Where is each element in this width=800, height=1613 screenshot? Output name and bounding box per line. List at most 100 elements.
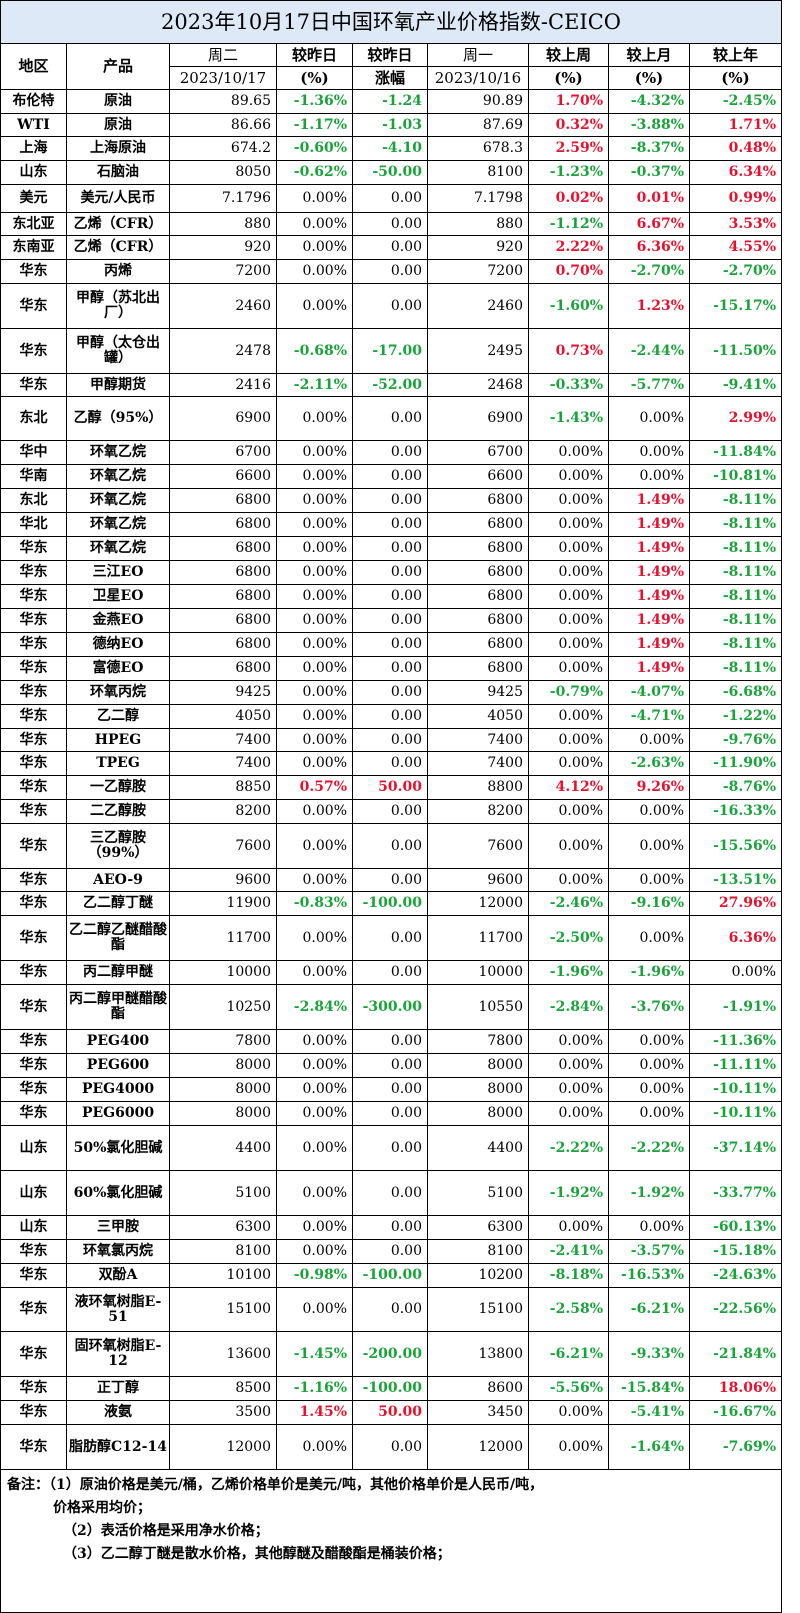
product-cell: PEG4000	[66, 1077, 170, 1102]
table-row: WTI 原油 86.66 -1.17% -1.03 87.69 0.32% -3.88% 1.7…	[0, 113, 783, 137]
daily-pct-cell: 0.00%	[276, 259, 353, 284]
tue-price-cell: 89.65	[169, 89, 277, 114]
mon-price-cell: 9425	[427, 680, 529, 705]
yearly-pct-cell: 2.99%	[688, 396, 783, 441]
yearly-pct-cell: -37.14%	[688, 1125, 783, 1171]
yearly-pct-cell: -2.70%	[688, 259, 783, 284]
tue-price-cell: 5100	[169, 1170, 277, 1216]
daily-pct-cell: -1.45%	[276, 1331, 353, 1377]
region-cell: 华东	[0, 1400, 67, 1425]
monthly-pct-cell: -1.92%	[608, 1170, 690, 1216]
weekly-pct-cell: -6.21%	[528, 1331, 609, 1377]
daily-amt-cell: 0.00	[352, 608, 428, 633]
monthly-pct-cell: -2.63%	[608, 751, 690, 776]
mon-price-cell: 8000	[427, 1101, 529, 1126]
tue-price-cell: 8000	[169, 1101, 277, 1126]
header-weekly-top: 较上周	[528, 43, 609, 67]
weekly-pct-cell: 0.00%	[528, 704, 609, 729]
note-line-3: （3）乙二醇丁醚是散水价格，其他醇醚及醋酸酯是桶装价格；	[63, 1546, 451, 1562]
weekly-pct-cell: -2.46%	[528, 891, 609, 916]
product-cell: 美元/人民币	[66, 184, 170, 213]
product-cell: 石脑油	[66, 160, 170, 185]
daily-pct-cell: 0.00%	[276, 608, 353, 633]
tue-price-cell: 6800	[169, 632, 277, 657]
tue-price-cell: 6800	[169, 656, 277, 681]
mon-price-cell: 13800	[427, 1331, 529, 1377]
weekly-pct-cell: 4.12%	[528, 775, 609, 800]
monthly-pct-cell: -5.77%	[608, 373, 690, 397]
mon-price-cell: 8800	[427, 775, 529, 800]
tue-price-cell: 7800	[169, 1029, 277, 1054]
price-index-sheet: 2023年10月17日中国环氧产业价格指数-CEICO 地区 产品 周二 较昨日…	[0, 0, 783, 1613]
yearly-pct-cell: -8.11%	[688, 512, 783, 537]
monthly-pct-cell: -2.22%	[608, 1125, 690, 1171]
daily-amt-cell: -100.00	[352, 891, 428, 916]
table-row: 华南 环氧乙烷 6600 0.00% 0.00 6600 0.00% 0.00% -10.81%	[0, 464, 783, 489]
daily-pct-cell: 0.00%	[276, 656, 353, 681]
product-cell: 卫星EO	[66, 584, 170, 609]
daily-pct-cell: -0.62%	[276, 160, 353, 185]
daily-pct-cell: 0.00%	[276, 728, 353, 752]
daily-pct-cell: 0.00%	[276, 488, 353, 513]
tue-price-cell: 6600	[169, 464, 277, 489]
daily-pct-cell: -0.60%	[276, 136, 353, 161]
region-cell: 华东	[0, 891, 67, 916]
weekly-pct-cell: 0.00%	[528, 1400, 609, 1425]
monthly-pct-cell: -9.33%	[608, 1331, 690, 1377]
product-cell: 50%氯化胆碱	[66, 1125, 170, 1171]
tue-price-cell: 8850	[169, 775, 277, 800]
yearly-pct-cell: -15.56%	[688, 823, 783, 869]
monthly-pct-cell: -9.16%	[608, 891, 690, 916]
mon-price-cell: 90.89	[427, 89, 529, 114]
mon-price-cell: 11700	[427, 915, 529, 961]
region-cell: 华东	[0, 656, 67, 681]
tue-price-cell: 7400	[169, 728, 277, 752]
table-row: 华中 环氧乙烷 6700 0.00% 0.00 6700 0.00% 0.00% -11.84%	[0, 440, 783, 465]
yearly-pct-cell: 27.96%	[688, 891, 783, 916]
product-cell: 乙烯（CFR）	[66, 235, 170, 260]
table-row: 华东 液氨 3500 1.45% 50.00 3450 0.00% -5.41% -16.67%	[0, 1400, 783, 1425]
region-cell: 华东	[0, 259, 67, 284]
yearly-pct-cell: -2.45%	[688, 89, 783, 114]
daily-pct-cell: 0.00%	[276, 1215, 353, 1240]
tue-price-cell: 8000	[169, 1053, 277, 1078]
header-weekly-bottom: (%)	[528, 66, 609, 90]
tue-price-cell: 8200	[169, 799, 277, 824]
product-cell: 甲醇期货	[66, 373, 170, 397]
weekly-pct-cell: 0.00%	[528, 560, 609, 585]
daily-amt-cell: -50.00	[352, 160, 428, 185]
mon-price-cell: 8600	[427, 1376, 529, 1401]
region-cell: 东北	[0, 396, 67, 441]
daily-pct-cell: 0.00%	[276, 1029, 353, 1054]
weekly-pct-cell: 0.02%	[528, 184, 609, 213]
weekly-pct-cell: -5.56%	[528, 1376, 609, 1401]
daily-pct-cell: 0.00%	[276, 632, 353, 657]
tue-price-cell: 6800	[169, 584, 277, 609]
daily-amt-cell: 0.00	[352, 536, 428, 561]
monthly-pct-cell: 0.00%	[608, 868, 690, 892]
weekly-pct-cell: 0.00%	[528, 440, 609, 465]
tue-price-cell: 15100	[169, 1287, 277, 1332]
yearly-pct-cell: -8.11%	[688, 656, 783, 681]
product-cell: 甲醇（太仓出罐）	[66, 328, 170, 374]
region-cell: 山东	[0, 1215, 67, 1240]
monthly-pct-cell: 0.00%	[608, 823, 690, 869]
table-row: 华北 环氧乙烷 6800 0.00% 0.00 6800 0.00% 1.49% -8.11%	[0, 512, 783, 537]
note-line-2: （2）表活价格是采用净水价格；	[63, 1523, 269, 1539]
monthly-pct-cell: 0.00%	[608, 1077, 690, 1102]
monthly-pct-cell: -1.96%	[608, 960, 690, 985]
region-cell: 布伦特	[0, 89, 67, 114]
product-cell: 液环氧树脂E-51	[66, 1287, 170, 1332]
weekly-pct-cell: -1.92%	[528, 1170, 609, 1216]
tue-price-cell: 2416	[169, 373, 277, 397]
tue-price-cell: 11700	[169, 915, 277, 961]
daily-pct-cell: 0.00%	[276, 560, 353, 585]
product-cell: AEO-9	[66, 868, 170, 892]
table-row: 华东 三江EO 6800 0.00% 0.00 6800 0.00% 1.49% -8.11%	[0, 560, 783, 585]
tue-price-cell: 4400	[169, 1125, 277, 1171]
header-product: 产品	[66, 43, 170, 90]
table-row: 华东 双酚A 10100 -0.98% -100.00 10200 -8.18% -16.53…	[0, 1263, 783, 1288]
region-cell: 华东	[0, 328, 67, 374]
monthly-pct-cell: 6.67%	[608, 212, 690, 236]
table-row: 华东 PEG600 8000 0.00% 0.00 8000 0.00% 0.00% -11.1…	[0, 1053, 783, 1078]
